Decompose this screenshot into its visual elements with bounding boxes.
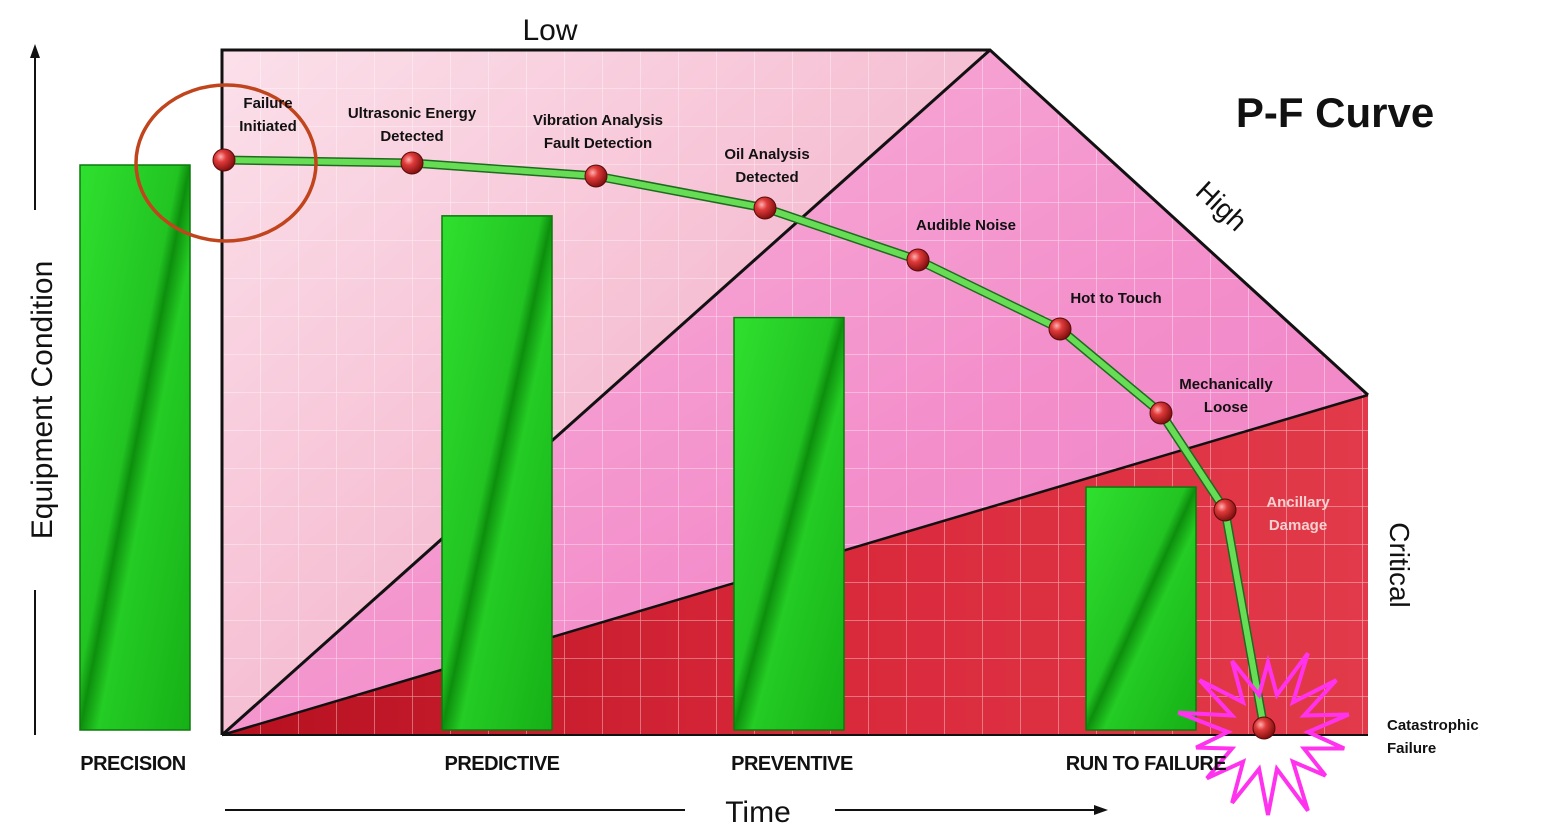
category-label-precision: PRECISION (80, 753, 186, 775)
zone-label-low: Low (522, 14, 577, 47)
diagram-title: P-F Curve (1236, 89, 1434, 136)
bar-precision (79, 164, 191, 731)
bar-run-to-failure (1085, 486, 1197, 731)
point-label-catastrophic-failure-line-2: Failure (1387, 740, 1436, 757)
point-label-audible-noise-line-1: Audible Noise (916, 217, 1016, 234)
point-ancillary-damage (1213, 498, 1237, 522)
point-mechanically-loose (1149, 401, 1173, 425)
zone-border (220, 48, 1370, 735)
point-label-catastrophic-failure-line-1: Catastrophic (1387, 717, 1479, 734)
point-hot-to-touch (1048, 317, 1072, 341)
point-label-mechanically-loose-line-1: Mechanically (1179, 376, 1273, 393)
point-label-mechanically-loose-line-2: Loose (1204, 399, 1248, 416)
point-label-ancillary-damage-line-1: Ancillary (1266, 494, 1330, 511)
curve-point-labels: Failure Initiated Ultrasonic Energy Detecte… (239, 95, 1478, 757)
pf-curve (212, 148, 1276, 740)
category-label-run-to-failure: RUN TO FAILURE (1066, 753, 1227, 775)
category-label-preventive: PREVENTIVE (731, 753, 853, 775)
bar-preventive (733, 316, 845, 731)
zone-label-high: High (1190, 175, 1253, 237)
point-label-ultrasonic-line-2: Detected (380, 128, 443, 145)
point-label-failure-initiated-line-2: Initiated (239, 118, 297, 135)
point-vibration (584, 164, 608, 188)
point-label-vibration-line-1: Vibration Analysis (533, 112, 663, 129)
point-ultrasonic (400, 151, 424, 175)
category-label-predictive: PREDICTIVE (444, 753, 559, 775)
point-label-oil-analysis-line-1: Oil Analysis (724, 146, 809, 163)
point-oil-analysis (753, 196, 777, 220)
category-labels: PRECISION PREDICTIVE PREVENTIVE RUN TO FAIL… (80, 753, 1227, 775)
point-catastrophic-failure (1252, 716, 1276, 740)
category-bars (79, 164, 1197, 731)
point-failure-initiated (212, 148, 236, 172)
bar-predictive (441, 215, 553, 731)
y-axis-label: Equipment Condition (26, 261, 59, 540)
point-label-vibration-line-2: Fault Detection (544, 135, 652, 152)
zone-divider-low-high (221, 48, 991, 737)
point-label-ancillary-damage-line-2: Damage (1269, 517, 1327, 534)
x-axis-label: Time (725, 796, 791, 829)
point-label-failure-initiated-line-1: Failure (243, 95, 292, 112)
point-label-hot-to-touch-line-1: Hot to Touch (1070, 290, 1161, 307)
point-audible-noise (906, 248, 930, 272)
catastrophic-burst (1177, 652, 1350, 816)
point-label-oil-analysis-line-2: Detected (735, 169, 798, 186)
failure-initiated-highlight (134, 83, 318, 243)
y-axis-arrowhead (30, 44, 40, 58)
x-axis-arrowhead (1094, 805, 1108, 815)
point-label-ultrasonic-line-1: Ultrasonic Energy (348, 105, 477, 122)
zone-label-critical: Critical (1384, 522, 1415, 608)
